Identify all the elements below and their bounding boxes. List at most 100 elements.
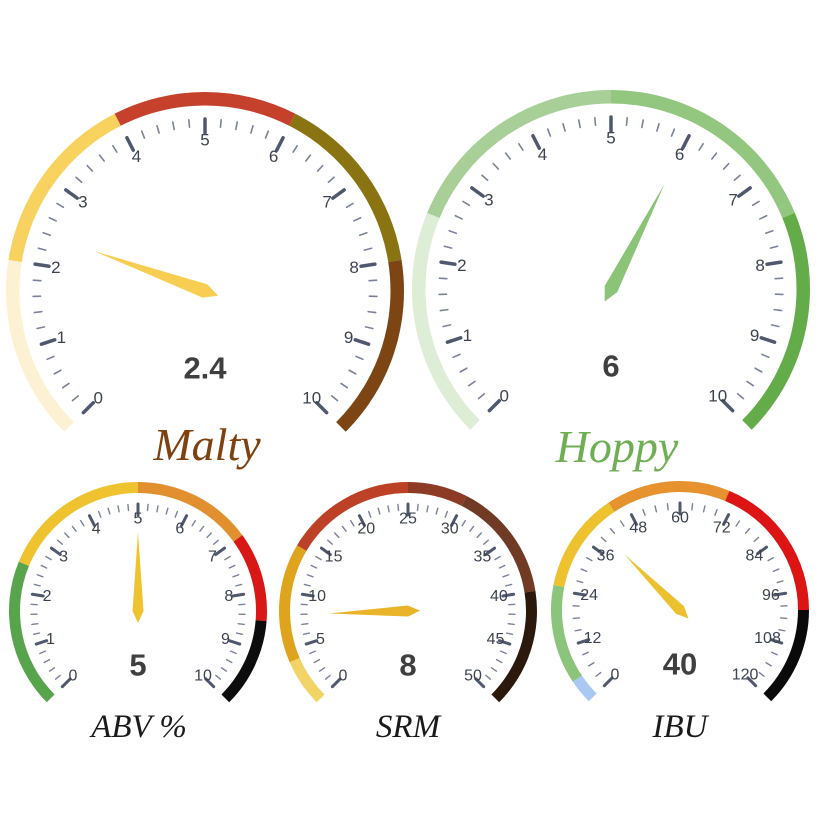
tick-label: 36 xyxy=(597,547,615,564)
tick-major xyxy=(759,336,777,344)
tick-minor xyxy=(759,214,768,220)
tick-minor xyxy=(744,527,751,534)
tick-minor xyxy=(191,519,197,527)
tick-minor xyxy=(625,116,628,127)
tick-minor xyxy=(127,503,130,512)
tick-minor xyxy=(330,395,339,402)
tick-minor xyxy=(776,580,784,584)
tick-minor xyxy=(349,519,355,527)
tick-minor xyxy=(477,393,486,400)
tick-minor xyxy=(306,574,314,578)
tick-minor xyxy=(459,367,468,373)
tick-minor xyxy=(309,650,317,655)
tick-major xyxy=(769,638,784,645)
tick-minor xyxy=(43,658,51,664)
tick-minor xyxy=(302,632,311,636)
tick-minor xyxy=(494,555,501,561)
tick-label: 0 xyxy=(499,386,508,405)
tick-major xyxy=(227,639,242,646)
tick-major xyxy=(359,262,377,269)
gauge-band xyxy=(8,113,121,262)
tick-minor xyxy=(656,123,660,132)
tick-minor xyxy=(485,674,492,680)
tick-minor xyxy=(353,216,362,222)
tick-minor xyxy=(771,651,778,656)
gauge-band xyxy=(8,561,55,703)
tick-minor xyxy=(316,164,324,172)
tick-major xyxy=(602,676,614,688)
tick-major xyxy=(591,545,604,556)
tick-minor xyxy=(454,214,463,220)
tick-minor xyxy=(505,583,513,587)
tick-minor xyxy=(213,539,219,545)
tick-major xyxy=(450,514,459,527)
tick-major xyxy=(439,260,457,267)
gauge-value: 40 xyxy=(663,647,697,682)
tick-minor xyxy=(714,508,718,516)
tick-label: 35 xyxy=(474,548,492,565)
gauge-chart: 0 5 10 15 20 25 30 35 40 45 50 8 xyxy=(279,482,537,703)
tick-minor xyxy=(140,130,146,139)
gauge-needle xyxy=(93,251,219,298)
tick-minor xyxy=(753,536,760,543)
tick-major xyxy=(497,639,512,646)
tick-minor xyxy=(327,176,335,184)
tick-minor xyxy=(225,658,233,664)
tick-minor xyxy=(397,503,400,512)
tick-major xyxy=(39,338,57,346)
tick-major xyxy=(60,677,72,689)
tick-label: 60 xyxy=(671,510,689,527)
tick-major xyxy=(484,546,497,557)
gauge-value: 5 xyxy=(129,648,146,683)
tick-label: 1 xyxy=(463,326,472,345)
tick-label: 10 xyxy=(708,386,727,405)
gauge-band xyxy=(233,535,267,622)
tick-label: 5 xyxy=(606,129,615,148)
tick-minor xyxy=(341,525,347,532)
gauge-band xyxy=(289,657,325,703)
tick-label: 8 xyxy=(755,256,764,275)
tick-label: 15 xyxy=(325,548,343,565)
tick-minor xyxy=(40,564,48,569)
tick-label: 120 xyxy=(732,667,759,684)
tick-minor xyxy=(546,128,552,137)
tick-minor xyxy=(42,231,52,237)
tick-minor xyxy=(324,674,331,680)
tick-label: 9 xyxy=(221,631,230,648)
tick-minor xyxy=(174,510,179,518)
tick-label: 5 xyxy=(200,131,209,150)
tick-major xyxy=(680,133,691,150)
gauge-band xyxy=(412,212,480,430)
tick-minor xyxy=(595,671,602,677)
tick-minor xyxy=(39,650,47,655)
tick-minor xyxy=(448,229,458,235)
tick-minor xyxy=(722,162,730,170)
tick-minor xyxy=(301,622,309,626)
tick-label: 40 xyxy=(490,588,508,605)
tick-minor xyxy=(426,505,429,513)
tick-minor xyxy=(770,324,780,328)
tick-minor xyxy=(733,174,741,182)
tick-minor xyxy=(235,121,239,131)
tick-label: 5 xyxy=(316,631,325,648)
tick-major xyxy=(445,336,463,344)
tick-minor xyxy=(31,622,39,626)
tick-minor xyxy=(461,519,467,527)
tick-minor xyxy=(502,574,510,578)
gauge-abv: 0 1 2 3 4 5 6 7 8 9 10 5 xyxy=(3,475,273,707)
tick-minor xyxy=(492,162,500,170)
tick-minor xyxy=(476,532,482,539)
tick-minor xyxy=(773,308,783,312)
tick-minor xyxy=(495,658,503,664)
gauge-band xyxy=(553,502,615,587)
tick-minor xyxy=(64,532,70,539)
gauge-band xyxy=(572,675,597,702)
tick-major xyxy=(304,639,319,646)
tick-major xyxy=(746,676,758,688)
tick-minor xyxy=(772,568,780,573)
tick-label: 2 xyxy=(51,258,60,277)
gauge-band xyxy=(114,91,296,126)
tick-minor xyxy=(358,231,368,237)
tick-minor xyxy=(746,380,755,387)
tick-minor xyxy=(54,674,61,680)
